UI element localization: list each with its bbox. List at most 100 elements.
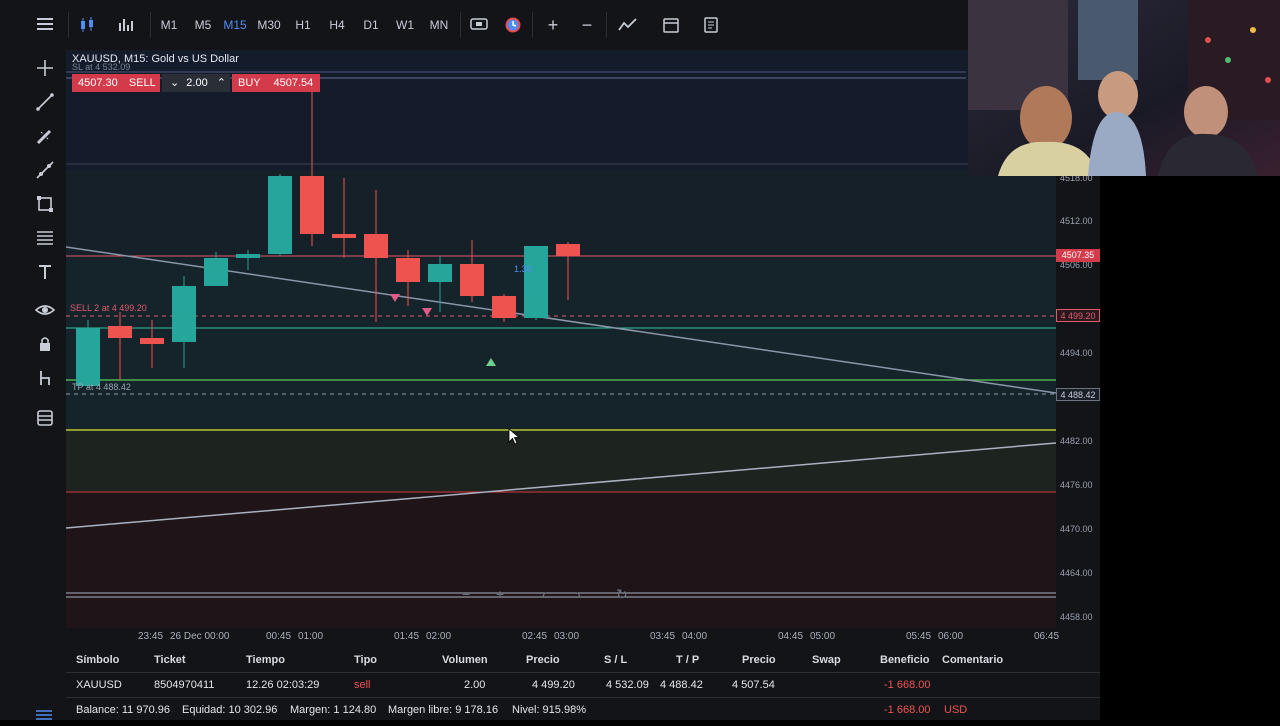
lower-zone — [66, 428, 1056, 491]
current-price-label: 4507.35 — [1056, 249, 1100, 262]
candle-body — [172, 286, 196, 342]
bars-icon[interactable] — [116, 14, 138, 36]
stop-zone — [66, 50, 1056, 170]
currency: USD — [944, 704, 968, 716]
price-chart[interactable]: SL at 4 532.09 SELL 2 at 4 499.20 TP at … — [66, 50, 1056, 628]
candle-body — [300, 176, 324, 234]
column-header[interactable]: Precio — [526, 654, 560, 666]
table-cell: sell — [354, 679, 371, 691]
time-tick: 03:00 — [554, 631, 580, 642]
column-header[interactable]: T / P — [676, 654, 700, 666]
price-tick: 4512.00 — [1060, 216, 1093, 226]
timeframe-h4[interactable]: H4 — [329, 18, 345, 32]
chart-canvas[interactable] — [66, 50, 1056, 628]
indicators-icon[interactable] — [616, 14, 640, 36]
time-tick: 04:45 — [778, 631, 804, 642]
sell-button[interactable]: 4507.30 SELL — [72, 74, 160, 92]
time-tick: 02:00 — [426, 631, 452, 642]
column-header[interactable]: Tipo — [354, 654, 378, 666]
price-tick: 4476.00 — [1060, 480, 1093, 490]
notes-icon[interactable] — [700, 14, 722, 36]
candle-body — [524, 246, 548, 318]
shape-icon[interactable] — [33, 192, 57, 216]
ray-icon[interactable] — [33, 158, 57, 182]
price-tick: 4518.00 — [1060, 173, 1093, 183]
column-header[interactable]: Precio — [742, 654, 776, 666]
hamburger-icon[interactable] — [34, 14, 56, 36]
timeframe-h1[interactable]: H1 — [295, 18, 311, 32]
list-icon[interactable] — [36, 708, 52, 726]
lot-size-input[interactable]: ⌄ 2.00 ⌃ — [162, 74, 230, 92]
column-header[interactable]: Beneficio — [880, 654, 930, 666]
column-header[interactable]: Símbolo — [76, 654, 120, 666]
column-header[interactable]: S / L — [604, 654, 628, 666]
time-axis[interactable]: 23:45 26 Dec 00:00 00:45 01:00 01:45 02:00 02:… — [66, 628, 1100, 646]
eye-icon[interactable] — [33, 298, 57, 322]
price-tick: 4464.00 — [1060, 568, 1093, 578]
lock-icon[interactable] — [33, 332, 57, 356]
column-header[interactable]: Volumen — [442, 654, 488, 666]
timeframe-mn[interactable]: MN — [429, 18, 449, 32]
candle-body — [460, 264, 484, 296]
crosshair-icon[interactable] — [33, 56, 57, 80]
zoom-out-icon[interactable]: − — [581, 15, 593, 35]
neutral-zone — [66, 170, 1056, 258]
price-tick: 4506.00 — [1060, 260, 1093, 270]
time-tick: 05:45 — [906, 631, 932, 642]
column-header[interactable]: Swap — [812, 654, 841, 666]
profit-zone — [66, 258, 1056, 428]
zoom-in-icon[interactable]: + — [547, 15, 559, 35]
candles-icon[interactable] — [76, 14, 98, 36]
column-header[interactable]: Ticket — [154, 654, 186, 666]
branch-icon[interactable] — [33, 366, 57, 390]
table-cell: 2.00 — [464, 679, 486, 691]
timeframe-m5[interactable]: M5 — [194, 18, 212, 32]
price-tick: 4470.00 — [1060, 524, 1093, 534]
time-tick: 01:00 — [298, 631, 324, 642]
timeframe-m1[interactable]: M1 — [160, 18, 178, 32]
candle-body — [140, 338, 164, 344]
candle-body — [428, 264, 452, 282]
buy-button[interactable]: BUY 4507.54 — [232, 74, 320, 92]
candle-body — [556, 244, 580, 256]
text-icon[interactable] — [33, 260, 57, 284]
zoom-out-button[interactable]: − — [462, 586, 471, 602]
time-tick: 23:45 — [138, 631, 164, 642]
table-cell: 8504970411 — [154, 679, 215, 691]
time-tick: 03:45 — [650, 631, 676, 642]
candle-body — [76, 328, 100, 386]
table-cell: 12.26 02:03:29 — [246, 679, 320, 691]
column-header[interactable]: Comentario — [942, 654, 1004, 666]
time-tick: 00:45 — [266, 631, 292, 642]
calendar-icon[interactable] — [660, 14, 682, 36]
table-cell: -1 668.00 — [884, 679, 931, 691]
table-cell: 4 507.54 — [732, 679, 775, 691]
line-icon[interactable] — [33, 90, 57, 114]
top-toolbar: M1 M5 M15 M30 H1 H4 D1 W1 MN + − — [0, 0, 968, 50]
candle-body — [396, 258, 420, 282]
reset-icon[interactable]: ↻ — [616, 586, 628, 602]
candle-body — [204, 258, 228, 286]
drawing-toolbar — [0, 50, 62, 700]
uptrend-line — [66, 442, 1056, 529]
chart-title: XAUUSD, M15: Gold vs US Dollar — [72, 53, 239, 65]
pen-icon[interactable] — [33, 124, 57, 148]
timeframe-m30[interactable]: M30 — [257, 18, 281, 32]
downtrend-line — [66, 246, 1056, 394]
screenshot-icon[interactable] — [468, 14, 490, 36]
sell-marker — [422, 308, 432, 316]
clock-icon[interactable] — [502, 14, 524, 36]
scroll-right-button[interactable]: › — [576, 586, 581, 602]
scroll-left-button[interactable]: ‹ — [542, 586, 547, 602]
table-cell: 4 499.20 — [532, 679, 575, 691]
column-header[interactable]: Tiempo — [246, 654, 285, 666]
layers-icon[interactable] — [33, 406, 57, 430]
timeframe-m15[interactable]: M15 — [223, 18, 247, 32]
candle-body — [492, 296, 516, 318]
timeframe-d1[interactable]: D1 — [363, 18, 379, 32]
sl-label: SL at 4 532.09 — [72, 62, 131, 72]
zoom-in-button[interactable]: + — [496, 586, 505, 602]
timeframe-w1[interactable]: W1 — [396, 18, 414, 32]
price-tick: 4494.00 — [1060, 348, 1093, 358]
fibonacci-icon[interactable] — [33, 226, 57, 250]
